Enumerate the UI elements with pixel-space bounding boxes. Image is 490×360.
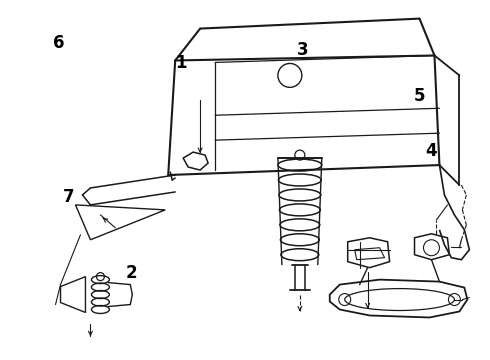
Text: 7: 7: [63, 188, 75, 206]
Text: 2: 2: [126, 264, 138, 282]
Text: 3: 3: [297, 41, 309, 59]
Text: 4: 4: [425, 142, 437, 160]
Text: 5: 5: [414, 87, 426, 105]
Text: 6: 6: [52, 34, 64, 52]
Text: 1: 1: [175, 54, 186, 72]
